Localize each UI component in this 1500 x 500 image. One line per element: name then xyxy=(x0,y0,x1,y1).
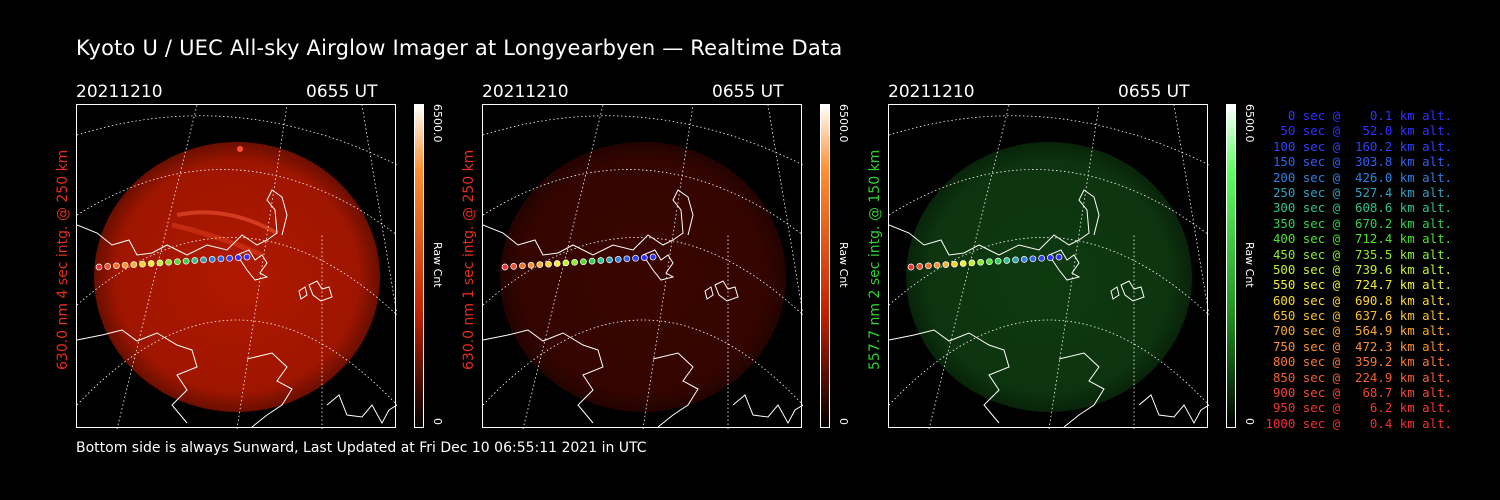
panel-2-colorbar-unit: Raw Cnt xyxy=(837,242,850,288)
panel-1-allsky-map xyxy=(76,104,397,429)
panel-2-allsky-map xyxy=(482,104,803,429)
panel-2-side-label: 630.0 nm 1 sec intg. @ 250 km xyxy=(461,149,477,370)
panel-3-date: 20211210 xyxy=(888,82,975,102)
legend-row: 400 sec @ 712.4 km alt. xyxy=(1265,231,1452,247)
legend-row: 450 sec @ 735.5 km alt. xyxy=(1265,246,1452,262)
panel-3-colorbar-max: 6500.0 xyxy=(1243,104,1256,143)
legend-row: 900 sec @ 68.7 km alt. xyxy=(1265,385,1452,401)
panel-3-allsky-map xyxy=(888,104,1209,429)
panel-3-colorbar xyxy=(1226,104,1236,428)
legend-row: 700 sec @ 564.9 km alt. xyxy=(1265,323,1452,339)
panel-2-date: 20211210 xyxy=(482,82,569,102)
legend-row: 50 sec @ 52.0 km alt. xyxy=(1265,123,1452,139)
legend-row: 650 sec @ 637.6 km alt. xyxy=(1265,308,1452,324)
panel-3-colorbar-unit: Raw Cnt xyxy=(1243,242,1256,288)
legend-row: 300 sec @ 608.6 km alt. xyxy=(1265,200,1452,216)
panel-1-time: 0655 UT xyxy=(306,82,378,102)
panel-2-colorbar-max: 6500.0 xyxy=(837,104,850,143)
panel-2-colorbar-min: 0 xyxy=(837,418,850,425)
panel-1-date: 20211210 xyxy=(76,82,163,102)
legend-row: 500 sec @ 739.6 km alt. xyxy=(1265,261,1452,277)
legend-row: 550 sec @ 724.7 km alt. xyxy=(1265,277,1452,293)
panel-1-colorbar-unit: Raw Cnt xyxy=(431,242,444,288)
legend-row: 250 sec @ 527.4 km alt. xyxy=(1265,184,1452,200)
legend-row: 200 sec @ 426.0 km alt. xyxy=(1265,169,1452,185)
panel-2-map-graphic xyxy=(483,105,803,429)
panel-3-side-label: 557.7 nm 2 sec intg. @ 150 km xyxy=(867,149,883,370)
legend-row: 100 sec @ 160.2 km alt. xyxy=(1265,138,1452,154)
page-title: Kyoto U / UEC All-sky Airglow Imager at … xyxy=(76,36,843,60)
trajectory-legend: 0 sec @ 0.1 km alt. 50 sec @ 52.0 km alt… xyxy=(1262,108,1453,431)
panel-3-colorbar-min: 0 xyxy=(1243,418,1256,425)
panel-1-map-graphic xyxy=(77,105,397,429)
panel-3-time: 0655 UT xyxy=(1118,82,1190,102)
legend-row: 950 sec @ 6.2 km alt. xyxy=(1265,400,1452,416)
panel-2-colorbar xyxy=(820,104,830,428)
panel-1-colorbar xyxy=(414,104,424,428)
legend-row: 350 sec @ 670.2 km alt. xyxy=(1265,215,1452,231)
panel-1-colorbar-min: 0 xyxy=(431,418,444,425)
legend-row: 0 sec @ 0.1 km alt. xyxy=(1265,108,1452,123)
legend-row: 600 sec @ 690.8 km alt. xyxy=(1265,292,1452,308)
panel-1-colorbar-max: 6500.0 xyxy=(431,104,444,143)
legend-row: 150 sec @ 303.8 km alt. xyxy=(1265,154,1452,170)
panel-1-side-label: 630.0 nm 4 sec intg. @ 250 km xyxy=(55,149,71,370)
legend-row: 850 sec @ 224.9 km alt. xyxy=(1265,369,1452,385)
panel-2-time: 0655 UT xyxy=(712,82,784,102)
legend-row: 1000 sec @ 0.4 km alt. xyxy=(1265,415,1453,431)
legend-row: 750 sec @ 472.3 km alt. xyxy=(1265,338,1452,354)
legend-row: 800 sec @ 359.2 km alt. xyxy=(1265,354,1452,370)
footer-status: Bottom side is always Sunward, Last Upda… xyxy=(76,440,647,456)
panel-3-map-graphic xyxy=(889,105,1209,429)
